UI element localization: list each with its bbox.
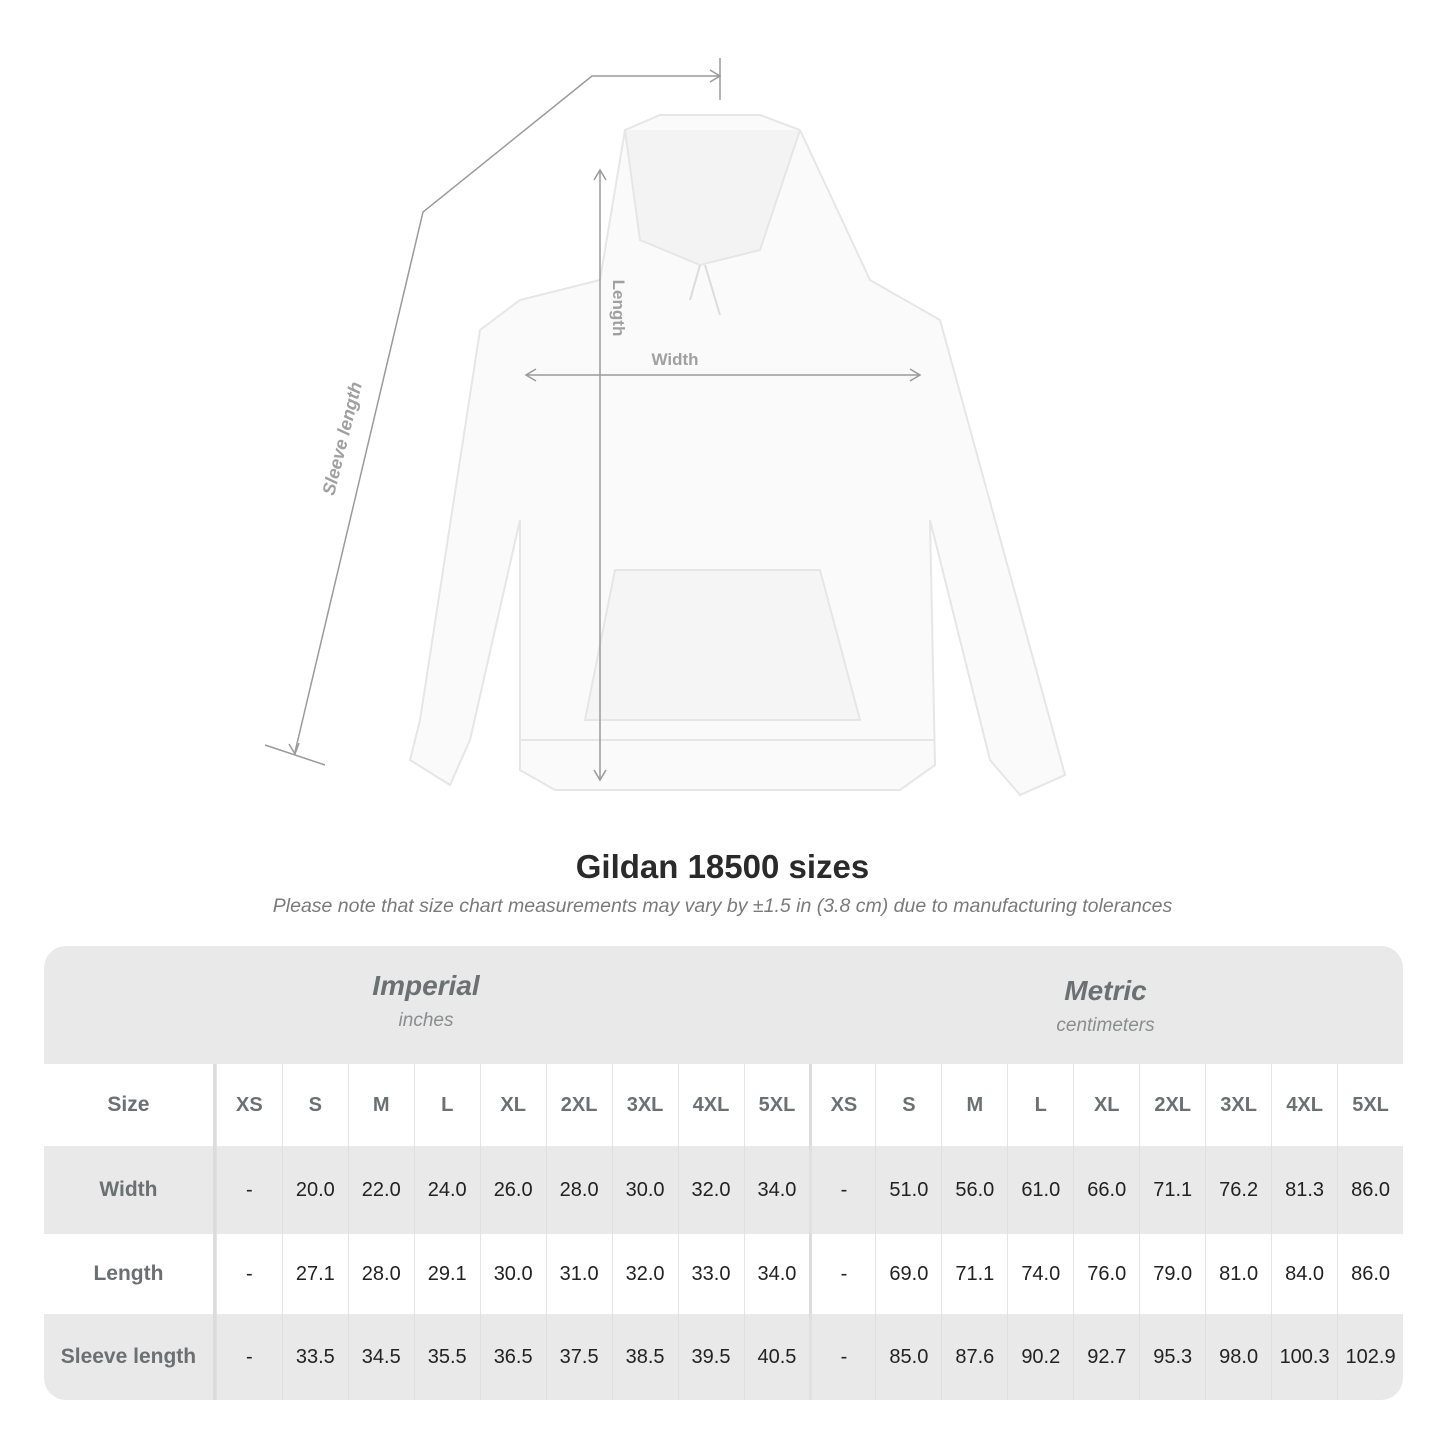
size-header-metric: S	[875, 1064, 941, 1146]
table-cell-imperial: 40.5	[743, 1314, 810, 1400]
table-cell-metric: -	[809, 1314, 875, 1400]
size-header-row: Size XS S M L XL 2XL 3XL 4XL 5XL XS S M L XL 2XL 3XL 4XL 5…	[44, 1064, 1403, 1146]
imperial-unit: inches	[398, 1010, 454, 1031]
metric-title: Metric	[1064, 975, 1147, 1006]
table-cell-metric: 81.3	[1271, 1146, 1337, 1234]
table-cell-imperial: 31.0	[545, 1234, 612, 1314]
table-cell-imperial: 27.1	[281, 1234, 348, 1314]
size-header-imperial: XS	[215, 1064, 282, 1146]
table-cell-metric: 100.3	[1271, 1314, 1337, 1400]
table-cell-metric: 79.0	[1139, 1234, 1205, 1314]
table-cell-metric: 71.1	[1139, 1146, 1205, 1234]
table-cell-imperial: 30.0	[479, 1234, 546, 1314]
table-cell-imperial: 35.5	[413, 1314, 480, 1400]
table-cell-metric: 56.0	[941, 1146, 1007, 1234]
hoodie-image	[408, 114, 1067, 797]
table-cell-imperial: 24.0	[413, 1146, 480, 1234]
size-header-metric: M	[941, 1064, 1007, 1146]
table-cell-imperial: 32.0	[677, 1146, 744, 1234]
table-cell-imperial: 30.0	[611, 1146, 678, 1234]
table-cell-imperial: 37.5	[545, 1314, 612, 1400]
table-cell-metric: 98.0	[1205, 1314, 1271, 1400]
table-cell-imperial: 34.0	[743, 1146, 810, 1234]
table-cell-imperial: 32.0	[611, 1234, 678, 1314]
table-cell-metric: -	[809, 1234, 875, 1314]
table-header-band	[44, 946, 1403, 1064]
table-row: Sleeve length -33.5 34.5 35.5 36.5 37.5 38.5 39…	[44, 1314, 1403, 1400]
table-cell-imperial: -	[215, 1234, 282, 1314]
table-cell-metric: 86.0	[1337, 1146, 1403, 1234]
table-cell-imperial: 38.5	[611, 1314, 678, 1400]
size-header-metric: L	[1007, 1064, 1073, 1146]
table-cell-metric: -	[809, 1146, 875, 1234]
table-row: Length -27.1 28.0 29.1 30.0 31.0 32.0 33.0 34.0-…	[44, 1234, 1403, 1314]
size-header-imperial: 4XL	[677, 1064, 744, 1146]
table-cell-metric: 51.0	[875, 1146, 941, 1234]
size-header-metric: 4XL	[1271, 1064, 1337, 1146]
size-header-imperial: XL	[479, 1064, 546, 1146]
measurement-lines	[264, 58, 922, 782]
table-row: Width -20.0 22.0 24.0 26.0 28.0 30.0 32.0 34.0-5…	[44, 1146, 1403, 1234]
table-cell-imperial: 28.0	[545, 1146, 612, 1234]
size-header-imperial: M	[347, 1064, 414, 1146]
length-label: Length	[609, 280, 628, 337]
tolerance-note: Please note that size chart measurements…	[272, 895, 1173, 917]
width-label: Width	[651, 350, 698, 369]
size-header-metric: 2XL	[1139, 1064, 1205, 1146]
table-cell-metric: 76.0	[1073, 1234, 1139, 1314]
table-cell-metric: 102.9	[1337, 1314, 1403, 1400]
row-label: Length	[44, 1234, 216, 1314]
size-header-metric: XS	[809, 1064, 875, 1146]
metric-unit: centimeters	[1056, 1015, 1155, 1036]
size-table: Imperial inches Metric centimeters Size X…	[44, 946, 1403, 1400]
size-header-imperial: 2XL	[545, 1064, 612, 1146]
size-header-imperial: 3XL	[611, 1064, 678, 1146]
table-cell-imperial: -	[215, 1314, 282, 1400]
row-label: Size	[44, 1064, 216, 1146]
table-cell-metric: 90.2	[1007, 1314, 1073, 1400]
size-header-metric: 5XL	[1337, 1064, 1403, 1146]
imperial-header: Imperial inches	[216, 946, 636, 1064]
table-cell-imperial: -	[215, 1146, 282, 1234]
size-header-imperial: S	[281, 1064, 348, 1146]
table-cell-metric: 95.3	[1139, 1314, 1205, 1400]
size-header-metric: XL	[1073, 1064, 1139, 1146]
size-header-imperial: L	[413, 1064, 480, 1146]
table-cell-imperial: 34.5	[347, 1314, 414, 1400]
table-cell-imperial: 29.1	[413, 1234, 480, 1314]
table-cell-metric: 74.0	[1007, 1234, 1073, 1314]
table-cell-metric: 84.0	[1271, 1234, 1337, 1314]
metric-header: Metric centimeters	[808, 946, 1403, 1069]
table-cell-metric: 85.0	[875, 1314, 941, 1400]
table-cell-imperial: 33.0	[677, 1234, 744, 1314]
row-label: Width	[44, 1146, 216, 1234]
table-cell-metric: 69.0	[875, 1234, 941, 1314]
table-cell-metric: 86.0	[1337, 1234, 1403, 1314]
table-cell-metric: 76.2	[1205, 1146, 1271, 1234]
page-title: Gildan 18500 sizes	[575, 848, 870, 885]
imperial-title: Imperial	[372, 970, 480, 1001]
table-cell-imperial: 28.0	[347, 1234, 414, 1314]
table-cell-imperial: 33.5	[281, 1314, 348, 1400]
hoodie-illustration: Sleeve length Length Width	[264, 58, 1067, 797]
table-cell-imperial: 20.0	[281, 1146, 348, 1234]
size-header-metric: 3XL	[1205, 1064, 1271, 1146]
table-cell-metric: 61.0	[1007, 1146, 1073, 1234]
table-cell-imperial: 22.0	[347, 1146, 414, 1234]
row-label: Sleeve length	[44, 1314, 216, 1400]
table-cell-metric: 71.1	[941, 1234, 1007, 1314]
table-cell-imperial: 39.5	[677, 1314, 744, 1400]
table-cell-metric: 81.0	[1205, 1234, 1271, 1314]
table-cell-imperial: 34.0	[743, 1234, 810, 1314]
size-header-imperial: 5XL	[743, 1064, 810, 1146]
table-cell-metric: 87.6	[941, 1314, 1007, 1400]
table-cell-metric: 66.0	[1073, 1146, 1139, 1234]
table-cell-imperial: 26.0	[479, 1146, 546, 1234]
table-cell-metric: 92.7	[1073, 1314, 1139, 1400]
table-cell-imperial: 36.5	[479, 1314, 546, 1400]
